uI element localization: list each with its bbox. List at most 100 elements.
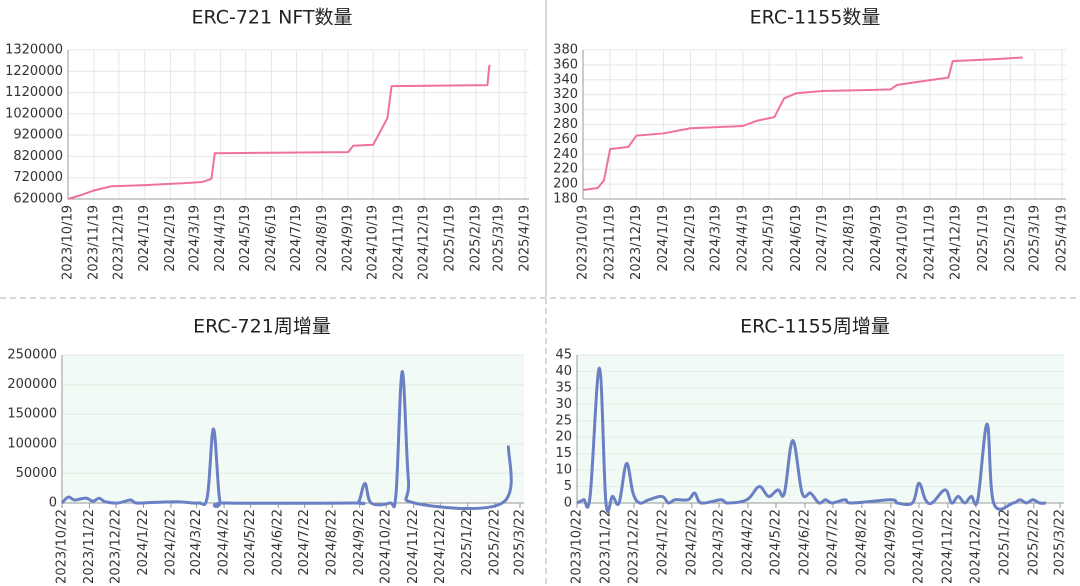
x-tick-label: 2023/11/22: [598, 509, 613, 584]
y-tick-label: 200: [553, 177, 578, 192]
x-tick-label: 2024/5/22: [243, 509, 258, 576]
x-tick-label: 2024/3/19: [187, 205, 202, 272]
y-tick-label: 360: [553, 57, 578, 72]
x-tick-label: 2025/1/19: [442, 205, 457, 272]
x-tick-label: 2023/10/19: [61, 205, 76, 280]
x-tick-label: 2024/5/19: [238, 205, 253, 272]
y-tick-label: 920000: [13, 128, 63, 143]
x-tick-label: 2023/12/19: [629, 205, 644, 280]
x-tick-label: 2025/2/19: [468, 205, 483, 272]
y-tick-label: 200000: [7, 377, 57, 392]
x-tick-label: 2024/9/19: [869, 205, 884, 272]
y-tick-label: 1120000: [5, 85, 63, 100]
x-tick-label: 2024/5/22: [768, 509, 783, 576]
x-tick-label: 2024/3/19: [708, 205, 723, 272]
y-tick-label: 720000: [13, 170, 63, 185]
x-tick-label: 2024/3/22: [712, 509, 727, 576]
x-tick-label: 2025/4/19: [518, 205, 533, 272]
y-tick-label: 340: [553, 72, 578, 87]
x-tick-label: 2024/10/19: [895, 205, 910, 280]
x-tick-label: 2023/11/22: [82, 509, 97, 584]
x-tick-label: 2024/11/19: [923, 205, 938, 280]
y-tick-label: 220: [553, 162, 578, 177]
line: [576, 366, 1047, 513]
x-tick-label: 2024/11/19: [392, 205, 407, 280]
y-tick-label: 35: [555, 380, 572, 395]
x-tick-label: 2025/2/22: [1026, 509, 1041, 576]
y-tick-label: 620000: [13, 192, 63, 207]
x-tick-label: 2025/1/19: [976, 205, 991, 272]
x-tick-label: 2024/8/22: [325, 509, 340, 576]
x-tick-label: 2024/9/22: [352, 509, 367, 576]
y-tick-label: 380: [553, 43, 578, 58]
x-tick-label: 2024/4/19: [735, 205, 750, 272]
x-tick-label: 2024/7/22: [297, 509, 312, 576]
x-tick-label: 2025/3/19: [1027, 205, 1042, 272]
y-tick-label: 280: [553, 117, 578, 132]
x-tick-label: 2024/7/19: [815, 205, 830, 272]
y-tick-label: 5: [564, 479, 572, 494]
plot-background: [577, 355, 1064, 503]
x-tick-label: 2024/11/22: [940, 509, 955, 584]
x-tick-label: 2023/10/19: [576, 205, 591, 280]
y-tick-label: 30: [555, 397, 572, 412]
x-tick-label: 2024/3/22: [189, 509, 204, 576]
x-tick-label: 2024/2/19: [163, 205, 178, 272]
y-tick-label: 1320000: [5, 43, 63, 58]
y-tick-label: 300: [553, 102, 578, 117]
y-tick-label: 40: [555, 364, 572, 379]
y-tick-label: 250000: [7, 348, 57, 363]
x-tick-label: 2024/12/19: [417, 205, 432, 280]
x-tick-label: 2025/4/19: [1055, 205, 1070, 272]
line: [60, 370, 513, 511]
x-tick-label: 2024/10/19: [366, 205, 381, 280]
chart-title: ERC-1155周增量: [740, 316, 890, 338]
x-tick-label: 2023/11/19: [603, 205, 618, 280]
x-tick-label: 2023/12/22: [109, 509, 124, 584]
x-tick-label: 2024/12/22: [433, 509, 448, 584]
x-tick-label: 2024/8/22: [854, 509, 869, 576]
line: [582, 56, 1023, 192]
x-tick-label: 2024/9/22: [883, 509, 898, 576]
x-tick-label: 2024/6/19: [264, 205, 279, 272]
x-tick-label: 2024/4/22: [740, 509, 755, 576]
y-tick-label: 45: [555, 348, 572, 363]
line: [67, 64, 491, 200]
y-tick-label: 150000: [7, 407, 57, 422]
x-tick-label: 2023/10/22: [55, 509, 70, 584]
chart-title: ERC-721周增量: [193, 316, 331, 338]
y-tick-label: 320: [553, 87, 578, 102]
x-tick-label: 2024/6/19: [789, 205, 804, 272]
x-tick-label: 2024/5/19: [762, 205, 777, 272]
y-tick-label: 0: [49, 496, 57, 511]
chart-title: ERC-1155数量: [750, 7, 881, 29]
x-tick-label: 2025/3/22: [1053, 509, 1068, 576]
x-tick-label: 2024/4/19: [213, 205, 228, 272]
x-tick-label: 2024/1/22: [655, 509, 670, 576]
y-tick-label: 240: [553, 147, 578, 162]
x-tick-label: 2024/6/22: [797, 509, 812, 576]
x-tick-label: 2024/8/19: [315, 205, 330, 272]
x-tick-label: 2024/8/19: [842, 205, 857, 272]
y-tick-label: 260: [553, 132, 578, 147]
x-tick-label: 2023/12/22: [626, 509, 641, 584]
x-tick-label: 2025/1/22: [997, 509, 1012, 576]
x-tick-label: 2024/1/19: [137, 205, 152, 272]
x-tick-label: 2024/2/19: [683, 205, 698, 272]
x-tick-label: 2024/4/22: [217, 509, 232, 576]
y-tick-label: 1220000: [5, 64, 63, 79]
x-tick-label: 2024/7/19: [289, 205, 304, 272]
y-tick-label: 25: [555, 413, 572, 428]
y-tick-label: 100000: [7, 436, 57, 451]
x-tick-label: 2024/2/22: [684, 509, 699, 576]
x-tick-label: 2024/6/22: [271, 509, 286, 576]
x-tick-label: 2023/11/19: [86, 205, 101, 280]
x-tick-label: 2024/2/22: [163, 509, 178, 576]
x-tick-label: 2025/3/19: [492, 205, 507, 272]
x-tick-label: 2025/2/19: [1003, 205, 1018, 272]
x-tick-label: 2025/2/22: [488, 509, 503, 576]
x-tick-label: 2023/12/19: [111, 205, 126, 280]
y-tick-label: 0: [564, 496, 572, 511]
x-tick-label: 2024/1/19: [656, 205, 671, 272]
